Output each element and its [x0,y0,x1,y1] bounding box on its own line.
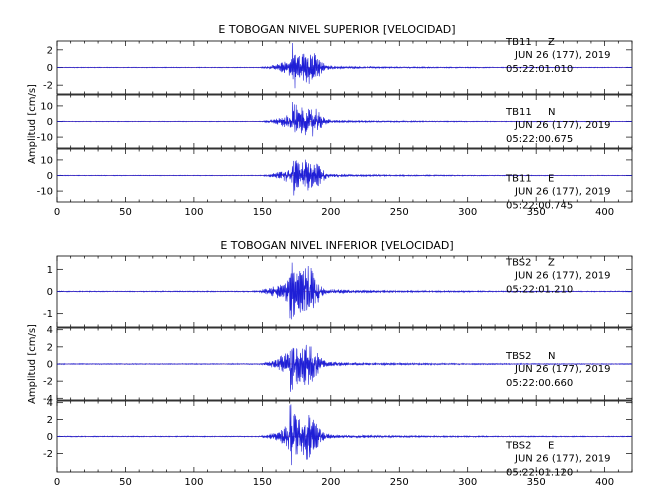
plot0-1-ytick-label: 0 [47,117,53,128]
plot0-2-time-label: 05:22:00.745 [506,201,573,212]
plot0-xtick-label: 100 [184,207,203,218]
plot1-0-time-label: 05:22:01.210 [506,284,573,295]
plot0-2-date-label: JUN 26 (177), 2019 [514,187,611,198]
plot0-1-ytick-label: -10 [37,133,53,144]
plot0-xtick-label: 250 [390,207,409,218]
plot0-0-station-label: TB11 [505,37,532,48]
plot1-xtick-label: 50 [119,477,132,488]
plot1-0-waveform-line [56,262,633,320]
plot1-1-component-label: N [548,351,555,362]
plot1-1-ytick-label: -4 [43,394,53,405]
plot0-1-date-label: JUN 26 (177), 2019 [514,120,611,131]
plot1-xtick-label: 150 [253,477,272,488]
plot1-2-date-label: JUN 26 (177), 2019 [514,454,611,465]
plot1-0-component-label: Z [548,257,555,268]
plot1-2-ytick-label: 2 [47,415,53,426]
plot0-0-date-label: JUN 26 (177), 2019 [514,50,611,61]
plot0-2-ytick-label: 10 [40,155,53,166]
plot0-xtick-label: 50 [119,207,132,218]
plot1-xtick-label: 100 [184,477,203,488]
plot1-1-waveform-line [56,344,633,392]
plot1-2-component-label: E [548,441,554,452]
chart-title-upper: E TOBOGAN NIVEL SUPERIOR [VELOCIDAD] [218,23,455,36]
plot1-0-station-label: TBS2 [505,257,532,268]
plot0-1-ytick-label: 10 [40,101,53,112]
plot0-1-station-label: TB11 [505,107,532,118]
y-axis-label-upper: Amplitud [cm/s] [27,84,38,164]
plot0-2-station-label: TB11 [505,174,532,185]
plot0-0-component-label: Z [548,37,555,48]
plot1-1-station-label: TBS2 [505,351,532,362]
plot1-2-ytick-label: 0 [47,432,53,443]
plot1-xtick-label: 400 [595,477,614,488]
plot0-0-ytick-label: 0 [47,63,53,74]
plot0-1-waveform-line [56,102,633,137]
plot1-2-ytick-label: 4 [47,398,53,409]
plot0-0-ytick-label: -2 [43,81,53,92]
y-axis-label-lower: Amplitud [cm/s] [27,324,38,404]
plot0-2-waveform-line [56,159,633,196]
plot1-2-time-label: 05:22:01.120 [506,468,573,479]
plot0-1-component-label: N [548,107,555,118]
plot1-1-date-label: JUN 26 (177), 2019 [514,364,611,375]
plot1-0-ytick-label: 0 [47,287,53,298]
plot0-xtick-label: 200 [321,207,340,218]
plot1-1-ytick-label: 0 [47,360,53,371]
plot0-xtick-label: 0 [54,207,60,218]
plot0-xtick-label: 150 [253,207,272,218]
plot1-0-date-label: JUN 26 (177), 2019 [514,270,611,281]
plot1-2-station-label: TBS2 [505,441,532,452]
plot0-2-ytick-label: 0 [47,171,53,182]
plot1-xtick-label: 250 [390,477,409,488]
plot1-1-ytick-label: 4 [47,325,53,336]
plot0-1-time-label: 05:22:00.675 [506,134,573,145]
plot0-2-component-label: E [548,174,554,185]
plot1-1-ytick-label: 2 [47,342,53,353]
plot1-xtick-label: 350 [527,477,546,488]
plot1-0-ytick-label: -1 [43,309,53,320]
plot0-0-time-label: 05:22:01.010 [506,64,573,75]
plot1-1-ytick-label: -2 [43,377,53,388]
plot0-xtick-label: 300 [458,207,477,218]
plot1-0-ytick-label: 1 [47,265,53,276]
plot0-xtick-label: 350 [527,207,546,218]
plot0-xtick-label: 400 [595,207,614,218]
plot1-2-ytick-label: -2 [43,449,53,460]
plot0-0-waveform-line [56,42,633,89]
plot1-xtick-label: 300 [458,477,477,488]
plot1-1-time-label: 05:22:00.660 [506,378,573,389]
plot1-xtick-label: 0 [54,477,60,488]
plot1-2-waveform-line [56,404,633,466]
chart-title-lower: E TOBOGAN NIVEL INFERIOR [VELOCIDAD] [220,239,453,252]
plot0-0-ytick-label: 2 [47,45,53,56]
plot0-2-ytick-label: -10 [37,187,53,198]
plot1-xtick-label: 200 [321,477,340,488]
